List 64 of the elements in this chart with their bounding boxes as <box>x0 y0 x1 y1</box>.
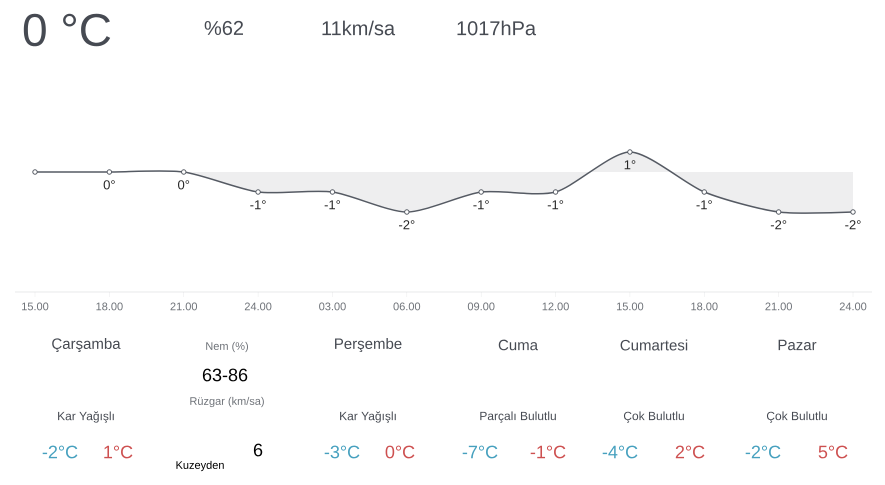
text: -1°C <box>530 446 566 458</box>
point <box>850 209 856 215</box>
text: 11km/sa <box>322 20 396 36</box>
point <box>181 169 186 175</box>
x-tick-label: 12.00 <box>542 302 569 310</box>
text: Çarşamba <box>52 338 121 352</box>
x-tick-label: 15.00 <box>616 302 644 310</box>
data-label: -1° <box>250 200 266 210</box>
point <box>552 189 558 195</box>
text: 0°C <box>386 446 414 458</box>
x-tick-label: 24.00 <box>244 302 272 310</box>
text: 6 <box>254 444 262 456</box>
point <box>702 189 707 195</box>
point <box>776 209 782 215</box>
text: Nem (%) <box>206 342 248 352</box>
x-tick-label: 15.00 <box>22 302 48 310</box>
x-tick-label: 21.00 <box>170 302 198 310</box>
x-tick-label: 18.00 <box>691 302 718 310</box>
text: -7°C <box>462 446 498 458</box>
text: Cuma <box>498 340 538 350</box>
data-label: -1° <box>696 200 712 210</box>
data-label: -2° <box>845 220 861 230</box>
data-label: -2° <box>770 220 786 230</box>
x-tick-label: 18.00 <box>96 302 123 310</box>
text: 5°C <box>818 446 848 458</box>
x-tick-label: 03.00 <box>319 302 346 310</box>
text: Rüzgar (km/sa) <box>190 396 264 408</box>
text: -3°C <box>324 446 360 458</box>
x-tick-label: 21.00 <box>765 302 792 310</box>
text: Çok Bulutlu <box>624 411 684 423</box>
data-label: 0° <box>104 180 115 190</box>
text: -2°C <box>42 446 78 458</box>
point <box>32 169 38 175</box>
text: Kar Yağışlı <box>340 411 396 423</box>
text: -2°C <box>746 446 780 458</box>
text: Çok Bulutlu <box>766 411 827 423</box>
text: Pazar <box>778 340 816 350</box>
data-label: -1° <box>324 200 340 210</box>
text: Perşembe <box>335 338 402 352</box>
x-tick-label: 09.00 <box>468 302 495 310</box>
text: 1°C <box>104 446 132 458</box>
text: 2°C <box>676 446 704 458</box>
text: %62 <box>204 20 244 36</box>
data-label: 0° <box>178 180 190 190</box>
text: 63-86 <box>202 368 248 382</box>
text: Kuzeyden <box>176 460 224 472</box>
point <box>330 189 336 195</box>
x-tick-label: 06.00 <box>393 302 420 310</box>
data-label: -1° <box>548 200 564 210</box>
data-label: -1° <box>473 200 489 210</box>
text: Parçalı Bulutlu <box>480 411 556 423</box>
text: Cumartesi <box>620 339 688 350</box>
point <box>404 209 410 215</box>
point <box>478 189 484 195</box>
text: Kar Yağışlı <box>58 411 114 423</box>
point <box>106 169 112 175</box>
point <box>627 149 633 155</box>
point <box>255 189 261 195</box>
text: -4°C <box>602 446 638 458</box>
text: 1017hPa <box>457 20 536 36</box>
x-tick-label: 24.00 <box>840 302 866 310</box>
data-label: 1° <box>624 160 636 170</box>
text: 0 °C <box>24 14 110 46</box>
data-label: -2° <box>399 220 414 230</box>
